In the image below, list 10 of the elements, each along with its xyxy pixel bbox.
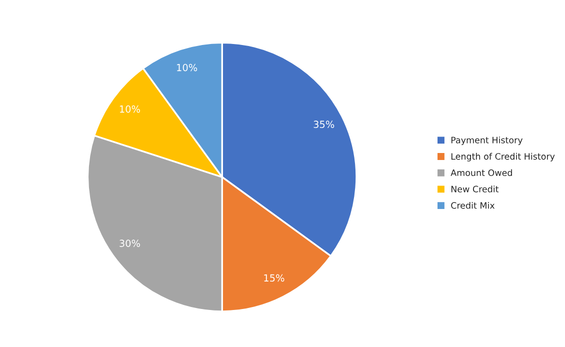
data-label: 35% — [314, 120, 334, 128]
legend-label: Amount Owed — [450, 169, 512, 176]
data-label: 30% — [120, 240, 140, 247]
data-label: 10% — [177, 64, 198, 72]
legend-label: Credit Mix — [451, 202, 495, 209]
legend-label: New Credit — [451, 186, 499, 192]
legend-label: Length of Credit History — [451, 152, 555, 162]
data-label: 10% — [120, 105, 140, 113]
legend-label: Payment History — [451, 136, 523, 146]
data-label: 15% — [264, 274, 284, 282]
